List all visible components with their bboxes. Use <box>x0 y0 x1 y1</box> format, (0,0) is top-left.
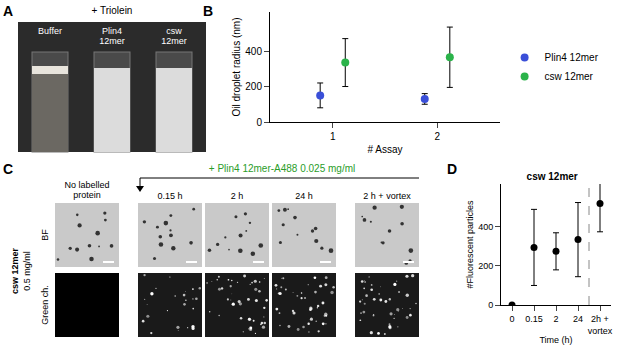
svg-text:B: B <box>203 3 213 19</box>
svg-text:400: 400 <box>478 222 493 232</box>
svg-text:+ Plin4 12mer-A488 0.025 mg/ml: + Plin4 12mer-A488 0.025 mg/ml <box>209 163 355 174</box>
svg-text:BF: BF <box>40 229 50 241</box>
svg-text:2: 2 <box>434 131 440 142</box>
svg-text:Oil droplet radius (nm): Oil droplet radius (nm) <box>231 18 242 117</box>
svg-text:csw 12mer: csw 12mer <box>527 171 578 182</box>
svg-text:400: 400 <box>245 46 262 57</box>
svg-text:1: 1 <box>330 131 336 142</box>
svg-text:0.5 mg/ml: 0.5 mg/ml <box>22 251 32 291</box>
svg-text:24 h: 24 h <box>295 191 313 201</box>
svg-text:0: 0 <box>509 314 514 324</box>
svg-text:No labelledprotein: No labelledprotein <box>64 180 109 200</box>
svg-text:D: D <box>447 161 457 177</box>
svg-text:C: C <box>3 161 13 177</box>
svg-text:Time (h): Time (h) <box>539 335 572 345</box>
svg-text:200: 200 <box>478 261 493 271</box>
svg-text:0: 0 <box>488 300 493 310</box>
svg-text:200: 200 <box>245 81 262 92</box>
svg-text:# Assay: # Assay <box>367 144 402 155</box>
svg-text:#Fluorescent particles: #Fluorescent particles <box>465 200 475 289</box>
svg-text:0.15: 0.15 <box>525 314 543 324</box>
svg-text:csw 12mer: csw 12mer <box>10 247 20 294</box>
svg-text:Plin4 12mer: Plin4 12mer <box>545 52 599 63</box>
svg-text:2 h + vortex: 2 h + vortex <box>363 191 411 201</box>
svg-text:+ Triolein: + Triolein <box>92 5 133 16</box>
svg-text:2: 2 <box>553 314 558 324</box>
svg-text:Green ch.: Green ch. <box>40 285 50 325</box>
svg-text:2 h: 2 h <box>231 191 244 201</box>
svg-text:2h +vortex: 2h +vortex <box>588 314 613 336</box>
svg-text:0: 0 <box>256 117 262 128</box>
svg-text:csw12mer: csw12mer <box>161 26 187 46</box>
svg-text:Buffer: Buffer <box>38 26 62 36</box>
svg-text:A: A <box>3 3 13 19</box>
svg-text:Plin412mer: Plin412mer <box>99 26 125 46</box>
svg-text:24: 24 <box>573 314 583 324</box>
svg-text:0.15 h: 0.15 h <box>157 191 182 201</box>
svg-text:csw 12mer: csw 12mer <box>545 71 594 82</box>
